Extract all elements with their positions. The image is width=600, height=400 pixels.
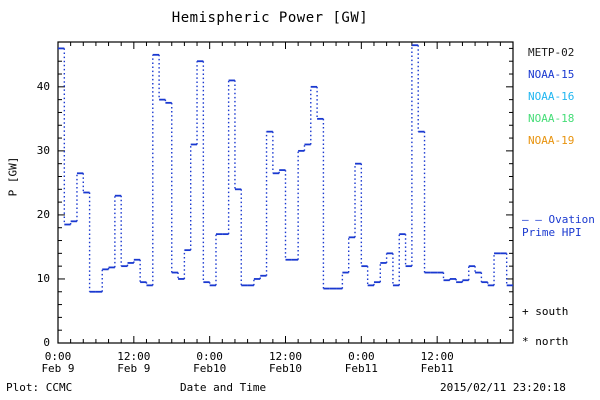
legend-extra-symbol: *: [522, 335, 536, 348]
x-tick-label-time: 12:00: [117, 350, 151, 363]
x-tick-label-date: Feb10: [193, 362, 227, 375]
x-tick-label: 0:00 Feb11: [331, 351, 391, 375]
plot-timestamp: 2015/02/11 23:20:18: [440, 381, 566, 394]
x-tick-label-date: Feb 9: [41, 362, 75, 375]
y-tick-label: 0: [43, 336, 50, 349]
legend-extra-symbol: — —: [522, 213, 549, 226]
legend-extra-item[interactable]: + south: [522, 305, 568, 318]
legend-extra-label: Ovation Prime HPI: [522, 213, 595, 239]
legend-item-noaa-19[interactable]: NOAA-19: [528, 134, 575, 147]
legend-item-noaa-15[interactable]: NOAA-15: [528, 68, 575, 81]
x-tick-label-date: Feb 9: [117, 362, 151, 375]
y-axis-title: P [GW]: [6, 156, 20, 197]
plot-frame: [57, 41, 514, 344]
x-tick-label: 12:00 Feb 9: [104, 351, 164, 375]
x-tick-label-date: Feb11: [420, 362, 454, 375]
x-tick-label-date: Feb11: [344, 362, 378, 375]
x-tick-label-time: 0:00: [348, 350, 375, 363]
y-tick-label: 10: [36, 271, 50, 285]
y-tick-label: 30: [36, 143, 50, 157]
legend-item-noaa-18[interactable]: NOAA-18: [528, 112, 575, 125]
x-tick-label: 12:00 Feb11: [407, 351, 467, 375]
legend-extra-item[interactable]: — — Ovation Prime HPI: [522, 213, 595, 239]
legend-extra-label: north: [535, 335, 569, 348]
x-tick-label-time: 0:00: [44, 350, 72, 363]
legend-item-noaa-16[interactable]: NOAA-16: [528, 90, 575, 103]
series-0: [58, 44, 513, 293]
x-tick-label: 0:00 Feb10: [180, 351, 240, 375]
legend-extra-symbol: +: [522, 305, 536, 318]
x-tick-label: 12:00 Feb10: [256, 351, 316, 375]
x-tick-label-time: 0:00: [196, 350, 223, 363]
plot-credit: Plot: CCMC: [6, 381, 73, 394]
x-tick-label-date: Feb10: [268, 362, 303, 375]
legend-item-metp-02[interactable]: METP-02: [528, 46, 575, 59]
x-tick-label-time: 12:00: [420, 350, 454, 363]
x-tick-label-time: 12:00: [268, 350, 303, 363]
y-tick-label: 20: [36, 207, 50, 221]
legend-extra-label: south: [535, 305, 569, 318]
chart-title: Hemispheric Power [GW]: [171, 10, 369, 26]
x-axis-title: Date and Time: [180, 381, 267, 394]
x-tick-label: 0:00 Feb 9: [28, 351, 88, 375]
legend-extra-item[interactable]: * north: [522, 335, 568, 348]
y-tick-label: 40: [36, 79, 50, 93]
